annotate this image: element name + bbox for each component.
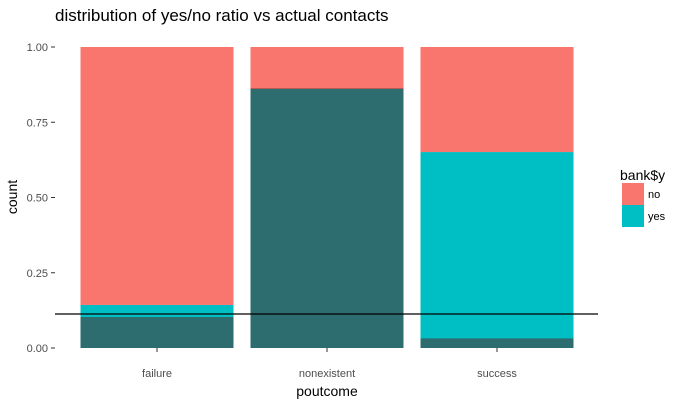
x-axis-title: poutcome bbox=[296, 383, 358, 399]
legend-key-no bbox=[622, 183, 644, 205]
y-tick-label-3: 0.75 bbox=[27, 117, 48, 129]
legend-label-no: no bbox=[648, 189, 660, 201]
legend-label-yes: yes bbox=[648, 211, 666, 223]
legend-key-yes bbox=[622, 205, 644, 227]
x-axis: failure nonexistent success bbox=[142, 348, 517, 380]
bar-no-nonexistent bbox=[250, 47, 404, 89]
legend-title: bank$y bbox=[620, 167, 665, 183]
bar-no-failure bbox=[80, 47, 234, 305]
y-tick-label-4: 1.00 bbox=[27, 42, 48, 54]
y-tick-label-1: 0.25 bbox=[27, 268, 48, 280]
y-axis-title: count bbox=[4, 180, 20, 214]
x-tick-label-success: success bbox=[477, 368, 517, 380]
overlay-bar-nonexistent bbox=[250, 88, 404, 348]
bar-yes-success bbox=[420, 152, 574, 348]
y-tick-label-2: 0.50 bbox=[27, 193, 48, 205]
overlay-bar-failure bbox=[80, 316, 234, 348]
bar-no-success bbox=[420, 47, 574, 153]
x-tick-label-failure: failure bbox=[142, 368, 172, 380]
overlay-bar-success bbox=[420, 338, 574, 348]
plot-area bbox=[55, 47, 598, 349]
y-tick-label-0: 0.00 bbox=[27, 343, 48, 355]
chart-title: distribution of yes/no ratio vs actual c… bbox=[55, 6, 389, 25]
legend: bank$y no yes bbox=[620, 167, 666, 227]
x-tick-label-nonexistent: nonexistent bbox=[299, 368, 355, 380]
y-axis: 0.00 0.25 0.50 0.75 1.00 bbox=[27, 42, 55, 355]
